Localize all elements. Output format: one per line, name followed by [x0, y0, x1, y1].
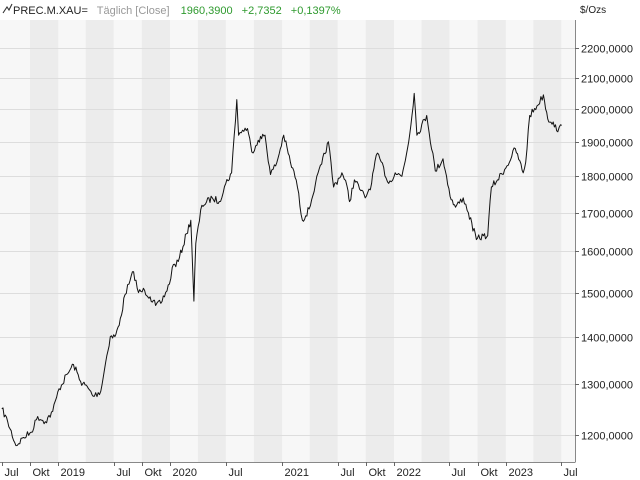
- symbol-label[interactable]: PREC.M.XAU: [13, 5, 82, 17]
- quarter-band: [309, 20, 338, 462]
- y-tick-label: 1600,0000: [581, 247, 633, 259]
- y-tick-label: 1800,0000: [581, 172, 633, 184]
- y-tick-label: 1900,0000: [581, 138, 633, 150]
- y-tick-label: 2000,0000: [581, 105, 633, 117]
- x-tick-label: 2023: [509, 467, 533, 479]
- quarter-band: [30, 20, 59, 462]
- x-tick-label: 2020: [173, 467, 197, 479]
- x-tick-label: Okt: [145, 467, 162, 479]
- y-tick-label: 1400,0000: [581, 333, 633, 345]
- x-tick-label: 2019: [61, 467, 85, 479]
- change-percent: +0,1397%: [291, 5, 341, 17]
- x-tick-label: Jul: [564, 467, 578, 479]
- x-tick-label: Jul: [452, 467, 466, 479]
- quarter-band: [253, 20, 283, 462]
- chart-header: PREC.M.XAU= Täglich [Close] 1960,3900 +2…: [2, 3, 341, 17]
- x-tick-label: 2021: [285, 467, 309, 479]
- x-tick-label: Jul: [229, 467, 243, 479]
- y-tick-label: 1300,0000: [581, 380, 633, 392]
- line-chart-icon[interactable]: [2, 3, 13, 14]
- svg-text:PREC.M.XAU= Täglich [C: PREC.M.XAU= Täglich [Close] 1960,3900 +2…: [13, 5, 341, 17]
- quarter-band: [365, 20, 394, 462]
- x-tick-label: Okt: [369, 467, 386, 479]
- change-absolute: +2,7352: [242, 5, 282, 17]
- symbol-suffix: =: [81, 5, 87, 17]
- quarter-band: [421, 20, 450, 462]
- period-bands: [30, 20, 562, 462]
- quarter-band: [141, 20, 171, 462]
- x-tick-label: Jul: [341, 467, 355, 479]
- x-tick-label: Okt: [481, 467, 498, 479]
- quarter-band: [533, 20, 562, 462]
- quarter-band: [477, 20, 506, 462]
- y-axis-unit: $/Ozs: [580, 5, 606, 16]
- quarter-band: [197, 20, 226, 462]
- quarter-band: [85, 20, 114, 462]
- y-tick-label: 1500,0000: [581, 289, 633, 301]
- last-price: 1960,3900: [181, 5, 233, 17]
- x-axis: Jul Okt 2019 Jul Okt 2020 Jul 2021 Jul Okt 2022 Jul…: [2, 462, 578, 479]
- x-tick-label: Jul: [5, 467, 19, 479]
- y-tick-label: 1200,0000: [581, 431, 633, 443]
- x-tick-label: Jul: [117, 467, 131, 479]
- price-line: [1, 92, 562, 447]
- x-tick-label: 2022: [397, 467, 421, 479]
- gridlines: [0, 48, 575, 436]
- x-tick-label: Okt: [33, 467, 50, 479]
- period-label[interactable]: Täglich [Close]: [97, 5, 170, 17]
- y-axis: 1200,0000 1300,0000 1400,0000 1500,0000 1600…: [575, 44, 633, 443]
- y-tick-label: 2100,0000: [581, 74, 633, 86]
- y-tick-label: 1700,0000: [581, 209, 633, 221]
- y-tick-label: 2200,0000: [581, 44, 633, 56]
